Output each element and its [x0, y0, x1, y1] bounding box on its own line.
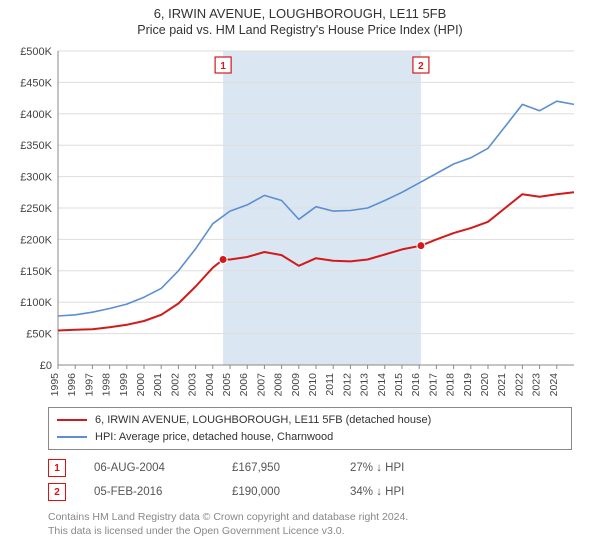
svg-text:2014: 2014: [376, 373, 388, 397]
svg-text:£450K: £450K: [20, 77, 52, 89]
svg-text:£50K: £50K: [26, 329, 52, 341]
sale-date: 05-FEB-2016: [94, 486, 204, 498]
svg-text:2008: 2008: [273, 373, 285, 397]
sale-row: 1 06-AUG-2004 £167,950 27% ↓ HPI: [48, 456, 572, 480]
page-subtitle: Price paid vs. HM Land Registry's House …: [0, 23, 600, 37]
legend-item: HPI: Average price, detached house, Char…: [57, 429, 563, 446]
svg-text:£0: £0: [40, 360, 52, 372]
legend-item: 6, IRWIN AVENUE, LOUGHBOROUGH, LE11 5FB …: [57, 412, 563, 429]
svg-text:2007: 2007: [255, 373, 267, 397]
svg-text:2021: 2021: [496, 373, 508, 397]
svg-text:2023: 2023: [531, 373, 543, 397]
svg-text:£200K: £200K: [20, 234, 52, 246]
svg-text:2: 2: [418, 61, 424, 72]
sale-price: £190,000: [232, 486, 322, 498]
svg-text:2002: 2002: [169, 373, 181, 397]
legend-swatch: [57, 436, 87, 438]
svg-text:£400K: £400K: [20, 109, 52, 121]
legend-label: 6, IRWIN AVENUE, LOUGHBOROUGH, LE11 5FB …: [95, 412, 431, 429]
svg-text:£350K: £350K: [20, 140, 52, 152]
sale-marker-badge: 2: [48, 483, 66, 501]
svg-text:2016: 2016: [410, 373, 422, 397]
sale-vs-hpi: 27% ↓ HPI: [350, 462, 404, 474]
svg-text:2015: 2015: [393, 373, 405, 397]
page-title: 6, IRWIN AVENUE, LOUGHBOROUGH, LE11 5FB: [0, 6, 600, 21]
svg-text:2003: 2003: [187, 373, 199, 397]
footnote: Contains HM Land Registry data © Crown c…: [48, 510, 572, 538]
price-chart: £0 £50K £100K £150K £200K £250K £300K £350K £400…: [10, 41, 590, 401]
svg-text:2010: 2010: [307, 373, 319, 397]
footnote-line: Contains HM Land Registry data © Crown c…: [48, 510, 572, 524]
svg-text:1996: 1996: [66, 373, 78, 397]
svg-text:2024: 2024: [548, 373, 560, 397]
legend-label: HPI: Average price, detached house, Char…: [95, 429, 333, 446]
svg-text:2012: 2012: [341, 373, 353, 397]
svg-text:1995: 1995: [49, 373, 61, 397]
svg-text:£150K: £150K: [20, 266, 52, 278]
svg-text:£100K: £100K: [20, 297, 52, 309]
sale-row: 2 05-FEB-2016 £190,000 34% ↓ HPI: [48, 480, 572, 504]
svg-text:2017: 2017: [427, 373, 439, 397]
svg-text:£300K: £300K: [20, 172, 52, 184]
svg-text:1: 1: [220, 61, 226, 72]
svg-text:1999: 1999: [118, 373, 130, 397]
svg-text:2001: 2001: [152, 373, 164, 397]
sale-marker-badge: 1: [48, 459, 66, 477]
svg-text:2009: 2009: [290, 373, 302, 397]
svg-text:2011: 2011: [324, 373, 336, 396]
svg-text:2006: 2006: [238, 373, 250, 397]
footnote-line: This data is licensed under the Open Gov…: [48, 524, 572, 538]
svg-text:1997: 1997: [83, 373, 95, 397]
svg-text:2020: 2020: [479, 373, 491, 397]
svg-text:2019: 2019: [462, 373, 474, 397]
svg-text:2005: 2005: [221, 373, 233, 397]
legend: 6, IRWIN AVENUE, LOUGHBOROUGH, LE11 5FB …: [48, 407, 572, 450]
legend-swatch: [57, 419, 87, 421]
sales-table: 1 06-AUG-2004 £167,950 27% ↓ HPI 2 05-FEB-201…: [48, 456, 572, 504]
svg-text:1998: 1998: [101, 373, 113, 397]
svg-text:2004: 2004: [204, 373, 216, 397]
svg-text:2022: 2022: [513, 373, 525, 397]
sale-vs-hpi: 34% ↓ HPI: [350, 486, 404, 498]
svg-text:£250K: £250K: [20, 203, 52, 215]
sale-price: £167,950: [232, 462, 322, 474]
svg-text:£500K: £500K: [20, 46, 52, 58]
svg-text:2000: 2000: [135, 373, 147, 397]
svg-text:2013: 2013: [359, 373, 371, 397]
svg-text:2018: 2018: [445, 373, 457, 397]
sale-date: 06-AUG-2004: [94, 462, 204, 474]
